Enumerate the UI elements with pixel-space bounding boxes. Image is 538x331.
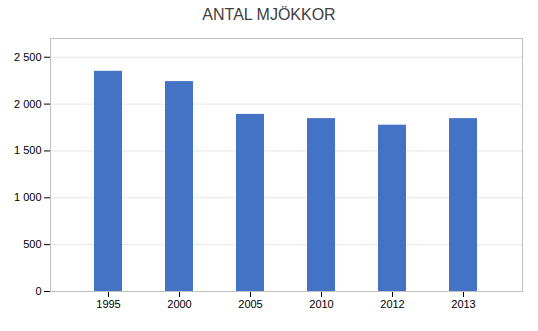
svg-text:2012: 2012 bbox=[380, 298, 404, 310]
svg-text:2005: 2005 bbox=[238, 298, 262, 310]
svg-text:1 500: 1 500 bbox=[14, 144, 42, 156]
svg-text:2 500: 2 500 bbox=[14, 51, 42, 63]
svg-text:1995: 1995 bbox=[96, 298, 120, 310]
svg-text:2010: 2010 bbox=[309, 298, 333, 310]
svg-text:1 000: 1 000 bbox=[14, 191, 42, 203]
svg-text:0: 0 bbox=[35, 285, 41, 297]
svg-text:2000: 2000 bbox=[167, 298, 191, 310]
svg-text:2013: 2013 bbox=[451, 298, 475, 310]
svg-text:500: 500 bbox=[23, 238, 41, 250]
svg-text:2 000: 2 000 bbox=[14, 98, 42, 110]
html-text:ANTAL MJÖKKOR: ANTAL MJÖKKOR bbox=[202, 6, 336, 23]
